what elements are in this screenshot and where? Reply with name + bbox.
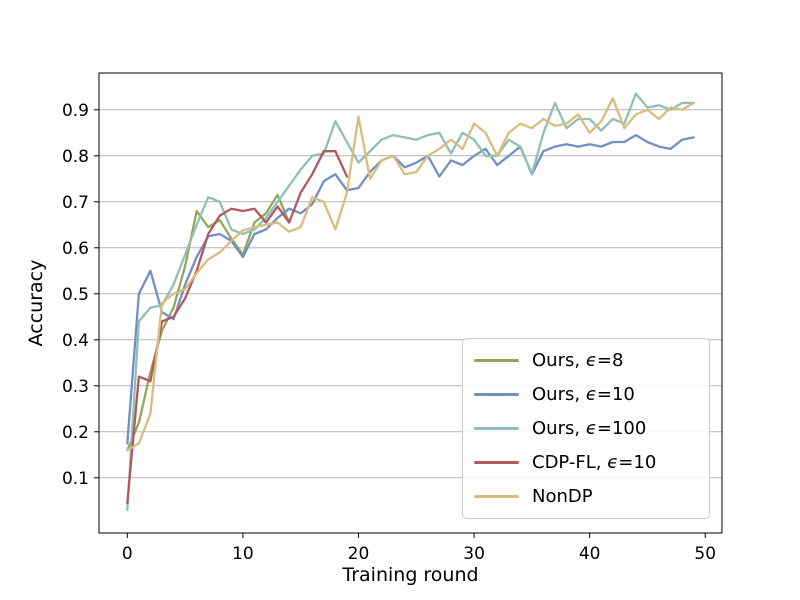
legend-swatch bbox=[474, 494, 519, 498]
y-tick-label: 0.5 bbox=[62, 285, 89, 305]
y-tick-label: 0.9 bbox=[62, 101, 89, 121]
y-tick-label: 0.1 bbox=[62, 469, 89, 489]
y-axis-label: Accuracy bbox=[25, 259, 47, 347]
series-line-4 bbox=[126, 97, 695, 452]
legend-label: CDP-FL, ϵ=10 bbox=[532, 451, 657, 473]
legend-label: NonDP bbox=[532, 485, 593, 507]
x-tick-label: 10 bbox=[232, 544, 254, 564]
y-tick-label: 0.3 bbox=[62, 377, 89, 397]
x-tick-label: 50 bbox=[694, 544, 716, 564]
epsilon-symbol: ϵ bbox=[607, 451, 619, 473]
legend-swatch bbox=[474, 426, 519, 430]
legend-label: Ours, ϵ=100 bbox=[532, 417, 647, 439]
y-tick-label: 0.2 bbox=[62, 423, 89, 443]
y-tick-label: 0.6 bbox=[62, 239, 89, 259]
epsilon-symbol: ϵ bbox=[585, 384, 597, 406]
legend-label: Ours, ϵ=8 bbox=[532, 350, 624, 372]
y-tick-label: 0.7 bbox=[62, 193, 89, 213]
axes-spines bbox=[98, 72, 723, 534]
series-line-1 bbox=[126, 133, 695, 445]
legend-swatch bbox=[474, 393, 519, 397]
legend-swatch bbox=[474, 359, 519, 363]
epsilon-symbol: ϵ bbox=[585, 417, 597, 439]
x-tick-label: 40 bbox=[579, 544, 601, 564]
x-axis-label: Training round bbox=[342, 564, 479, 586]
series-line-2 bbox=[126, 92, 695, 512]
x-tick-label: 20 bbox=[348, 544, 370, 564]
epsilon-symbol: ϵ bbox=[585, 350, 597, 372]
legend-item: Ours, ϵ=8 bbox=[463, 350, 709, 371]
legend: Ours, ϵ=8 Ours, ϵ=10 Ours, ϵ=100 CDP-FL, ϵ=… bbox=[462, 338, 710, 519]
legend-item: NonDP bbox=[463, 486, 709, 507]
legend-label: Ours, ϵ=10 bbox=[532, 384, 635, 406]
legend-swatch bbox=[474, 460, 519, 464]
series-line-3 bbox=[126, 150, 349, 505]
x-tick-label: 30 bbox=[463, 544, 485, 564]
x-tick-label: 0 bbox=[122, 544, 133, 564]
legend-item: Ours, ϵ=100 bbox=[463, 418, 709, 439]
legend-item: CDP-FL, ϵ=10 bbox=[463, 452, 709, 473]
legend-item: Ours, ϵ=10 bbox=[463, 384, 709, 405]
y-tick-label: 0.8 bbox=[62, 147, 89, 167]
y-tick-label: 0.4 bbox=[62, 331, 89, 351]
